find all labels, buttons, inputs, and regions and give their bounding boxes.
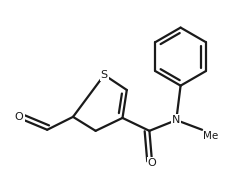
Text: O: O [147,158,156,168]
Text: O: O [15,112,24,122]
Text: N: N [172,115,181,125]
Text: S: S [101,70,108,80]
Text: Me: Me [203,131,219,141]
